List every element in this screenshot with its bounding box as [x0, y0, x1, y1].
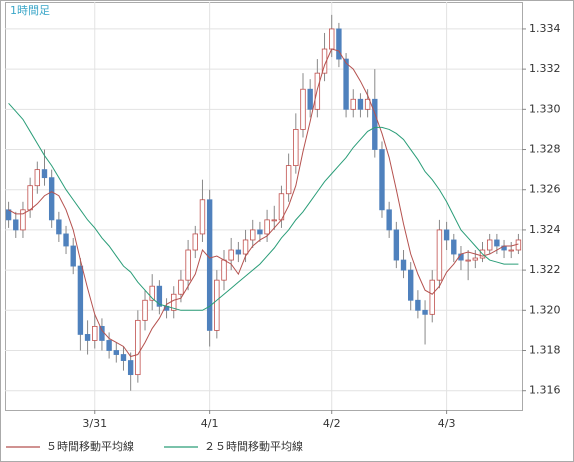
moving-average-line [8, 102, 519, 311]
candle-body [92, 325, 98, 341]
candle-body [307, 88, 313, 110]
candle-body [77, 265, 84, 335]
candle-body [99, 325, 105, 341]
candle-body [250, 229, 256, 241]
candle-body [357, 98, 364, 110]
candle-body [149, 285, 155, 301]
y-tick-label: 1.326 [529, 183, 561, 196]
candle-body [429, 279, 435, 315]
legend-label: ２５時間移動平均線 [204, 439, 303, 453]
candle-body [242, 239, 249, 255]
candle-body [120, 354, 127, 361]
candle-body [113, 350, 119, 355]
candle-body [465, 259, 471, 262]
y-tick-label: 1.324 [529, 223, 561, 236]
candle-body [70, 245, 76, 267]
candle-body [34, 169, 41, 187]
y-tick-label: 1.334 [529, 22, 561, 35]
candle-body [199, 199, 206, 235]
y-tick-label: 1.322 [529, 263, 561, 276]
candle-body [336, 28, 342, 60]
candle-body [178, 279, 184, 295]
candle-body [443, 229, 450, 241]
candle-body [343, 58, 349, 110]
candle-body [264, 219, 270, 235]
candle-body [350, 98, 356, 110]
candle-body [451, 239, 457, 255]
candle-body [386, 209, 392, 231]
y-tick-label: 1.320 [529, 303, 561, 316]
candle-body [393, 229, 400, 261]
y-tick-label: 1.316 [529, 384, 561, 397]
candle-body [20, 209, 26, 231]
y-tick-label: 1.332 [529, 62, 561, 75]
candle-body [364, 98, 371, 110]
x-tick-label: 4/1 [201, 417, 219, 430]
legend-label: ５時間移動平均線 [46, 439, 134, 453]
candle-body [13, 219, 19, 231]
candle-body [515, 239, 522, 251]
candle-body [508, 249, 514, 252]
candle-body [5, 209, 12, 221]
candle-body [56, 219, 62, 235]
candle-body [171, 293, 177, 311]
candle-body [106, 340, 112, 351]
candle-body [127, 360, 134, 376]
candle-body [257, 229, 263, 235]
candle-body [41, 169, 48, 179]
candle-body [156, 285, 163, 307]
candle-body [300, 88, 306, 130]
y-tick-label: 1.330 [529, 102, 561, 115]
x-tick-label: 4/2 [323, 417, 341, 430]
candle-body [415, 299, 421, 311]
candle-body [135, 319, 141, 376]
candle-body [436, 229, 443, 281]
candle-body [84, 334, 91, 341]
candle-body [494, 239, 500, 247]
candle-body [214, 279, 220, 331]
candle-body [472, 257, 479, 261]
candle-body [48, 177, 55, 221]
candle-body [192, 233, 198, 251]
candle-body [379, 149, 385, 211]
candle-body [329, 28, 335, 50]
candle-body [422, 309, 428, 315]
candle-body [221, 259, 227, 281]
candle-body [408, 269, 414, 301]
chart-title: 1時間足 [10, 4, 50, 17]
candle-body [486, 239, 493, 251]
x-tick-label: 4/3 [438, 417, 456, 430]
candle-body [235, 249, 242, 255]
candle-body [372, 98, 378, 150]
x-tick-label: 3/31 [82, 417, 107, 430]
candle-body [142, 299, 148, 321]
candle-body [293, 129, 299, 167]
candle-body [63, 233, 69, 247]
moving-average-line [8, 48, 519, 358]
plot-area [5, 2, 523, 411]
y-tick-label: 1.318 [529, 344, 561, 357]
y-tick-label: 1.328 [529, 143, 561, 156]
candle-body [185, 249, 191, 281]
candle-body [400, 259, 407, 271]
candle-body [271, 219, 277, 222]
candle-body [27, 185, 33, 211]
candle-body [285, 165, 292, 195]
candle-body [206, 199, 213, 331]
candle-body [228, 249, 234, 261]
